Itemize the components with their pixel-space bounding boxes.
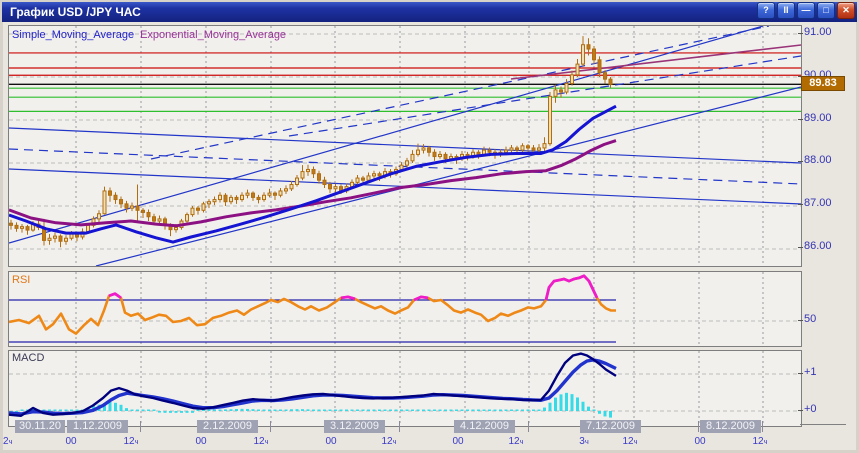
price-axis-label: 86.00 <box>804 240 832 252</box>
time-axis-tick <box>528 421 529 432</box>
time-axis-line <box>800 424 846 425</box>
price-axis-tick <box>798 161 803 163</box>
window-title: График USD /JPY ЧАС <box>10 5 141 19</box>
help-button[interactable]: ? <box>757 2 775 19</box>
time-axis-tick <box>698 421 699 432</box>
indicator-legend: Simple_Moving_Average Exponential_Moving_… <box>12 29 286 41</box>
macd-axis-tick <box>798 410 803 411</box>
time-label: 12ч <box>508 436 524 447</box>
maximize-button[interactable]: □ <box>817 2 835 19</box>
time-label: 00 <box>452 436 464 447</box>
minimize-button[interactable]: — <box>797 2 815 19</box>
date-badge: 30.11.20 <box>15 420 65 433</box>
price-chart[interactable] <box>9 26 801 266</box>
macd-axis-tick <box>798 373 803 374</box>
close-button[interactable]: ✕ <box>837 2 855 19</box>
date-badge: 4.12.2009 <box>454 420 515 433</box>
time-axis-tick <box>270 421 271 432</box>
price-axis-tick <box>798 204 803 206</box>
time-label: 12ч <box>381 436 397 447</box>
current-price-badge: 89.83 <box>801 76 845 92</box>
time-label: 12ч <box>622 436 638 447</box>
pause-button[interactable]: II <box>777 2 795 19</box>
price-axis-tick <box>798 247 803 248</box>
macd-label: MACD <box>12 352 45 364</box>
price-axis-label: 89.00 <box>804 111 832 124</box>
date-badge: 8.12.2009 <box>700 420 761 433</box>
time-axis-tick <box>399 421 400 432</box>
window-buttons: ? II — □ ✕ <box>757 2 855 19</box>
macd-pane[interactable] <box>8 350 802 427</box>
price-chart-pane[interactable] <box>8 25 802 267</box>
time-axis-tick <box>140 421 141 432</box>
rsi-axis-label: 50 <box>804 313 817 325</box>
price-axis-tick <box>798 33 803 34</box>
macd-axis-label: +1 <box>804 366 817 378</box>
rsi-label: RSI <box>12 274 31 286</box>
date-badge: 2.12.2009 <box>197 420 258 433</box>
price-axis-label: 91.00 <box>804 26 832 38</box>
time-label: 12ч <box>253 436 269 447</box>
time-label: 00 <box>694 436 706 447</box>
price-axis-label: 88.00 <box>804 154 832 167</box>
sma-legend-label: Simple_Moving_Average <box>12 29 135 41</box>
rsi-chart[interactable] <box>9 272 801 346</box>
time-label: 12ч <box>752 436 768 447</box>
time-label: 00 <box>195 436 207 447</box>
time-label: 12ч <box>123 436 139 447</box>
time-label: 3ч <box>579 436 589 447</box>
time-label: 00 <box>325 436 337 447</box>
rsi-pane[interactable] <box>8 271 802 347</box>
rsi-axis-tick <box>798 320 803 321</box>
price-axis-tick <box>798 118 803 120</box>
macd-axis-label: +0 <box>804 403 817 415</box>
price-axis-tick <box>798 75 803 77</box>
ema-legend-label: Exponential_Moving_Average <box>140 29 287 41</box>
date-badge: 7.12.2009 <box>580 420 641 433</box>
macd-chart[interactable] <box>9 351 801 426</box>
price-axis-label: 87.00 <box>804 197 832 210</box>
date-badge: 1.12.2009 <box>67 420 128 433</box>
date-badge: 3.12.2009 <box>324 420 385 433</box>
time-label: 00 <box>65 436 77 447</box>
time-label: 2ч <box>3 436 13 447</box>
title-bar[interactable]: График USD /JPY ЧАС <box>2 2 857 22</box>
time-axis-tick <box>762 421 763 432</box>
